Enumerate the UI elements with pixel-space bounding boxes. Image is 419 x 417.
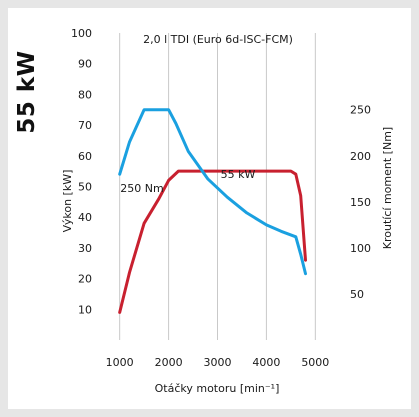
y-left-tick-label-0: 10 — [78, 303, 92, 316]
y-right-tick-label-4: 250 — [350, 104, 371, 117]
torque-series-line — [118, 108, 307, 276]
y-right-tick-label-3: 200 — [350, 150, 371, 163]
x-tick-label-1: 2000 — [155, 356, 183, 369]
y-left-tick-label-8: 90 — [78, 58, 92, 71]
y-right-tick-label-0: 50 — [350, 288, 364, 301]
x-tick-label-2: 3000 — [204, 356, 232, 369]
y-left-tick-label-5: 60 — [78, 150, 92, 163]
y-left-tick-label-6: 70 — [78, 119, 92, 132]
y-axis-left-label: Výkon [kW] — [61, 170, 74, 233]
x-tick-label-3: 4000 — [252, 356, 280, 369]
y-left-tick-label-2: 30 — [78, 242, 92, 255]
y-left-tick-label-4: 50 — [78, 181, 92, 194]
y-left-tick-label-9: 100 — [71, 27, 92, 40]
x-axis-label-text: Otáčky motoru [min⁻¹] — [155, 382, 280, 395]
y-left-tick-label-3: 40 — [78, 211, 92, 224]
y-left-tick-label-7: 80 — [78, 88, 92, 101]
tick-labels: 1000 2000 3000 4000 5000 10 20 30 40 50 60 70 80 90 10… — [71, 27, 371, 369]
x-tick-label-0: 1000 — [106, 356, 134, 369]
series-lines — [118, 108, 307, 314]
chart-title: 2,0 l TDI (Euro 6d-ISC-FCM) — [143, 33, 293, 46]
x-axis-label: Otáčky motoru [min⁻¹] — [155, 382, 280, 395]
chart-card — [8, 8, 411, 409]
y-axis-right-label: Kroutící moment [Nm] — [381, 127, 394, 249]
y-left-tick-label-1: 20 — [78, 273, 92, 286]
y-right-tick-label-2: 150 — [350, 196, 371, 209]
torque-peak-label: 250 Nm — [120, 182, 163, 195]
power-peak-label: 55 kW — [221, 168, 256, 181]
power-series-line — [118, 169, 307, 314]
x-tick-label-4: 5000 — [301, 356, 329, 369]
y-right-tick-label-1: 100 — [350, 242, 371, 255]
